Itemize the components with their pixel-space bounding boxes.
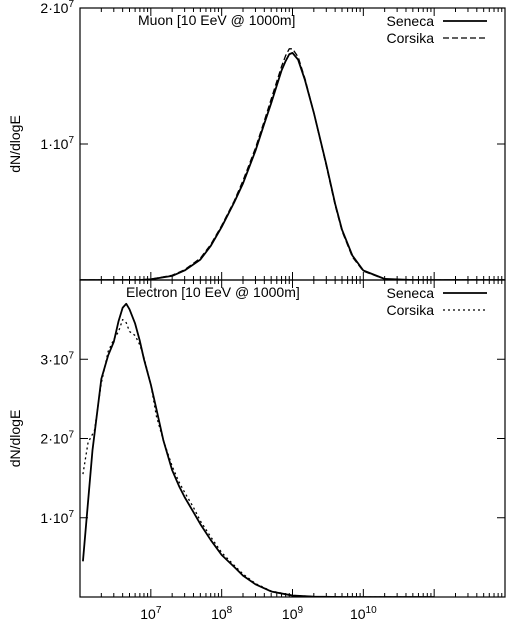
electron-x-tick-label: 107 bbox=[140, 605, 162, 622]
electron-y-tick-label: 1·107 bbox=[40, 509, 74, 526]
muon-y-tick-label: 1·107 bbox=[40, 135, 74, 152]
electron-panel-title: Electron [10 EeV @ 1000m] bbox=[126, 284, 300, 300]
electron-frame bbox=[79, 279, 506, 598]
electron-legend-label-corsika: Corsika bbox=[387, 302, 435, 318]
muon-y-axis-title: dN/dlogE bbox=[7, 115, 23, 173]
muon-series-seneca bbox=[80, 51, 505, 280]
electron-y-tick-label: 3·107 bbox=[40, 350, 74, 367]
electron-series-corsika bbox=[82, 318, 435, 597]
muon-y-tick-label: 2·107 bbox=[40, 0, 74, 16]
electron-x-tick-label: 108 bbox=[211, 605, 233, 622]
electron-y-axis-title: dN/dlogE bbox=[7, 410, 23, 468]
muon-legend-label-corsika: Corsika bbox=[387, 30, 435, 46]
electron-series-seneca bbox=[82, 302, 435, 597]
electron-legend-label-seneca: Seneca bbox=[387, 285, 435, 301]
electron-y-tick-label: 2·107 bbox=[40, 430, 74, 447]
muon-panel-title: Muon [10 EeV @ 1000m] bbox=[138, 12, 295, 28]
electron-x-tick-label: 1010 bbox=[350, 605, 377, 622]
muon-frame bbox=[79, 7, 506, 281]
muon-legend-label-seneca: Seneca bbox=[387, 13, 435, 29]
muon-series-corsika bbox=[80, 48, 505, 280]
electron-x-axis-title: Energy [eV] bbox=[256, 623, 329, 626]
electron-x-tick-label: 109 bbox=[282, 605, 304, 622]
